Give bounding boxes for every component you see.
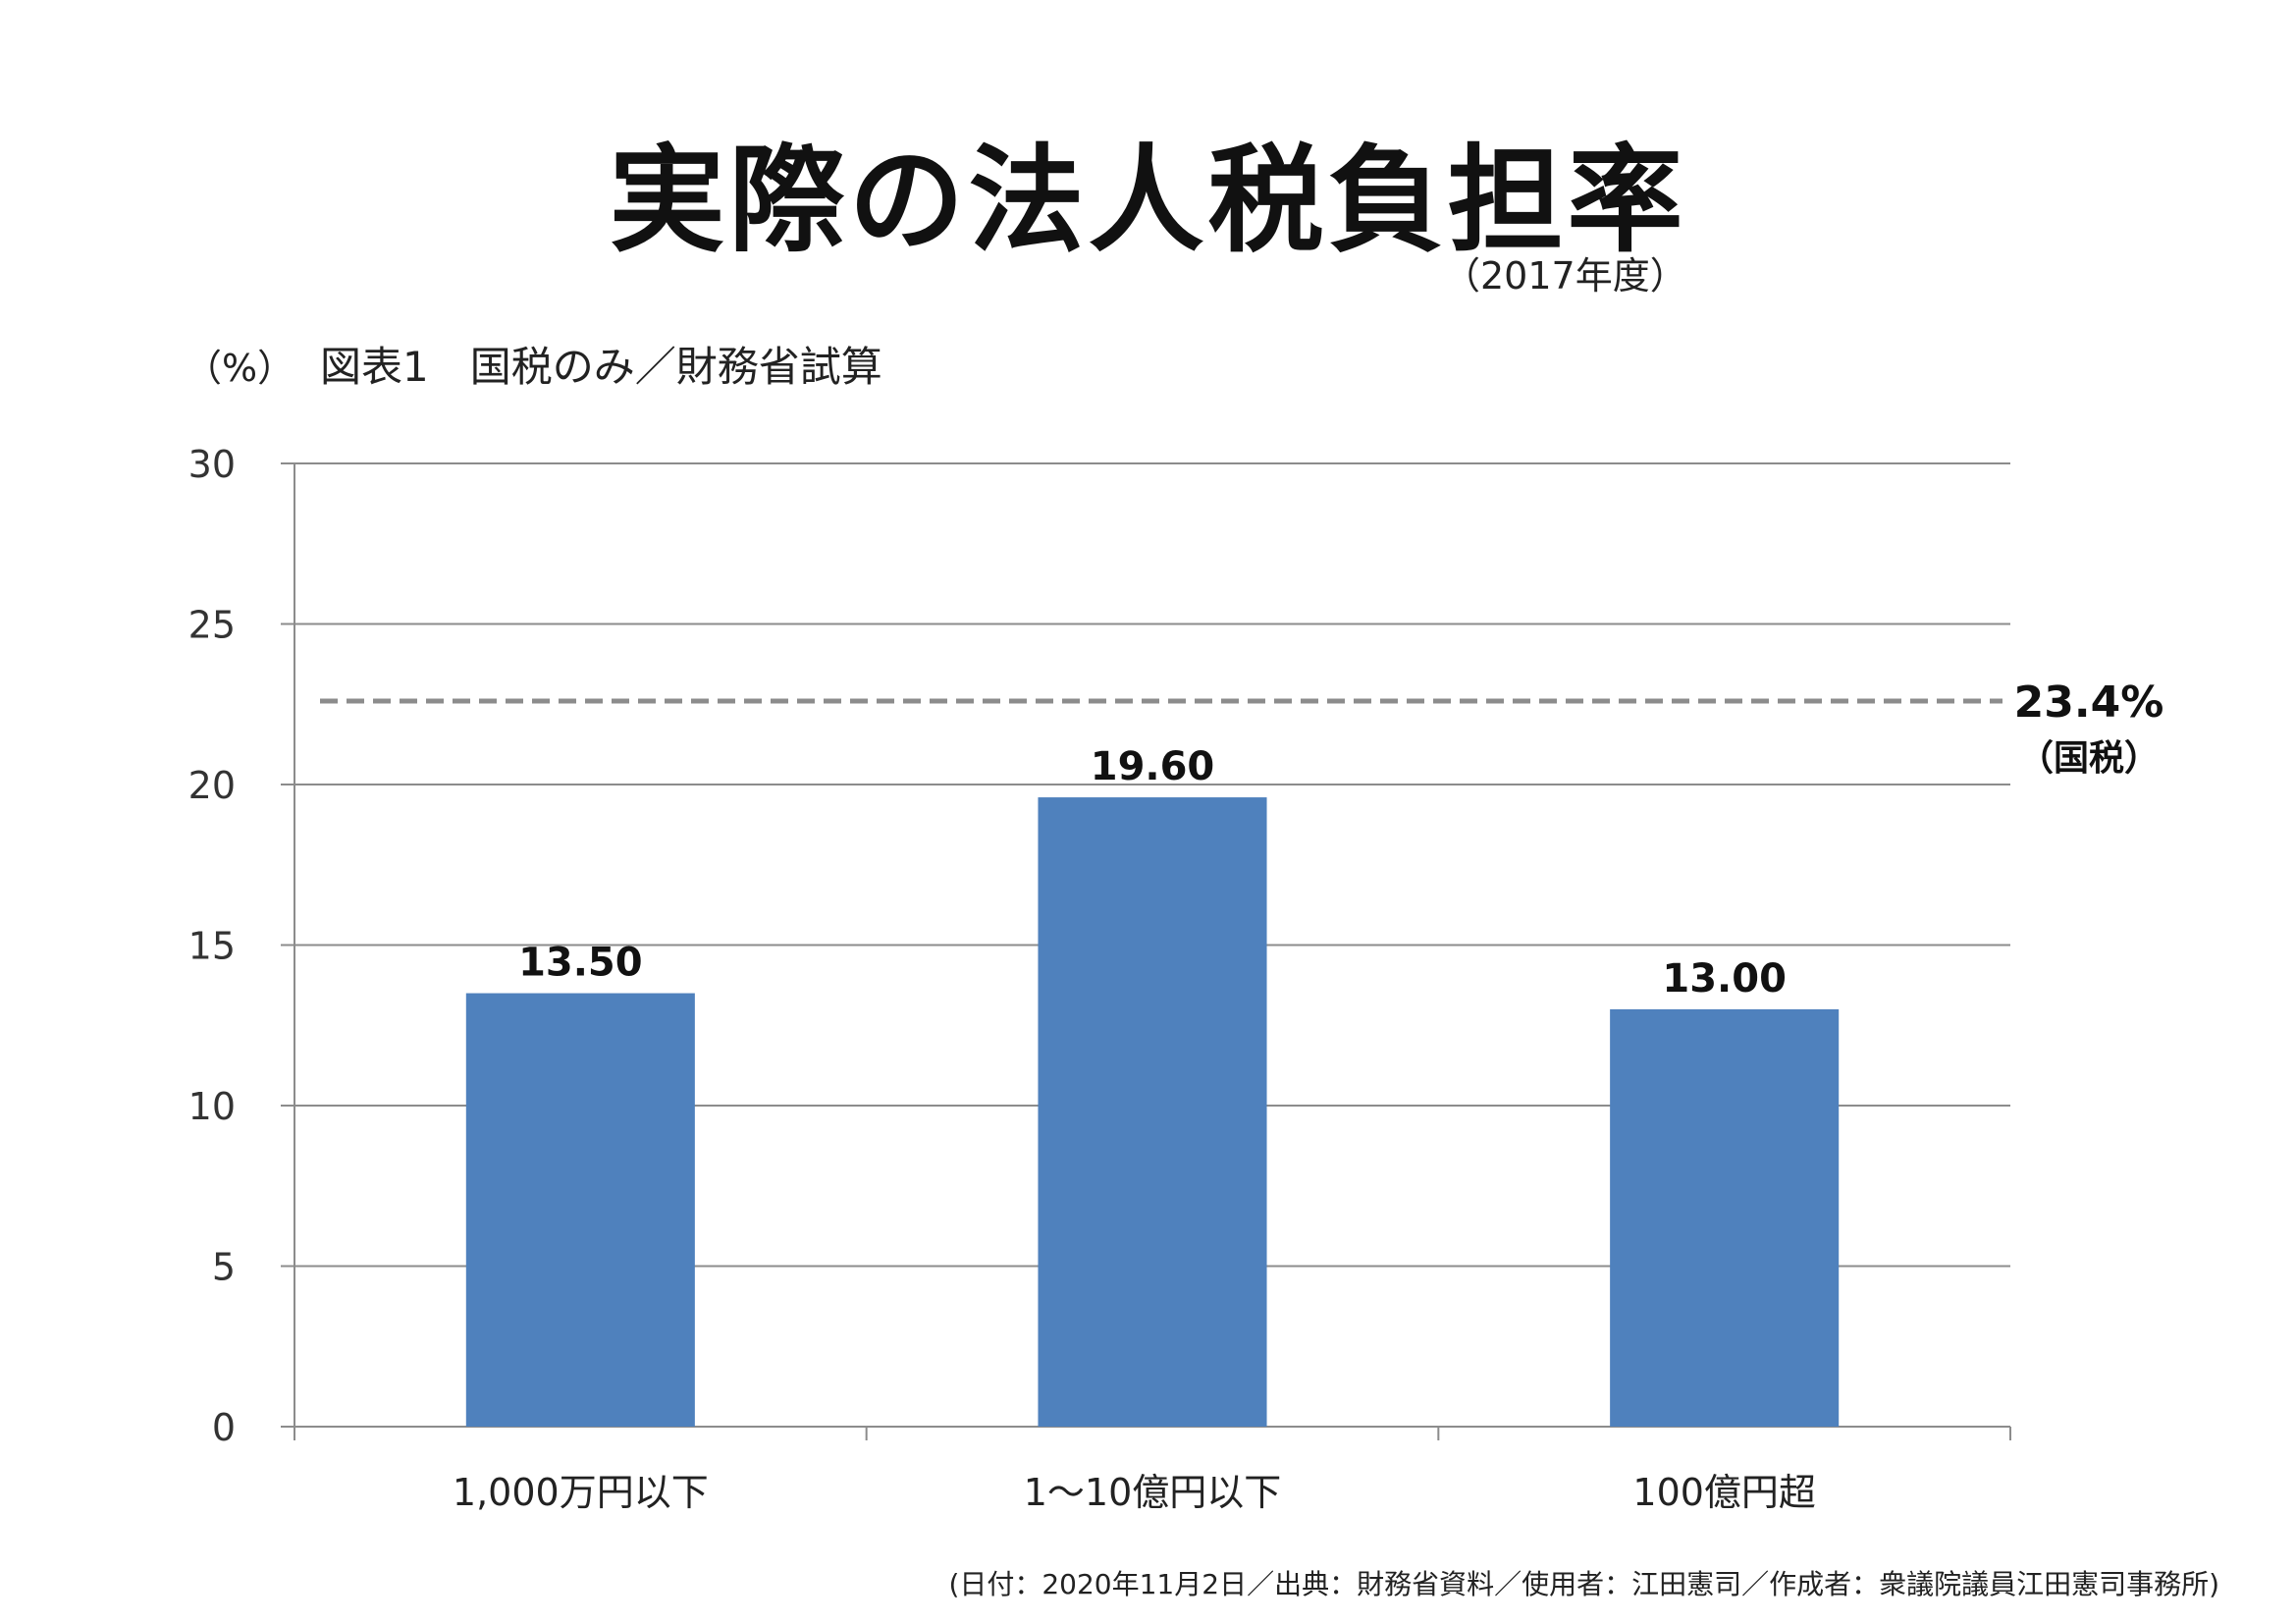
x-category-label: 1～10億円以下 [1024,1471,1282,1514]
y-tick-label: 5 [212,1246,236,1289]
x-category-label: 1,000万円以下 [453,1471,709,1514]
reference-line-sublabel: （国税） [2018,738,2160,779]
labels: 0 5 10 15 20 25 30 13.50 1,000万円以下 19.60 1～10億円以下 1… [188,443,1816,1514]
y-axis-unit-label: （%） [185,347,295,390]
y-tick-label: 0 [212,1406,236,1449]
y-tick-label: 30 [188,443,236,486]
bars [465,797,1840,1427]
reference-line-label: 23.4% [2014,677,2164,728]
y-tick-label: 20 [188,764,236,807]
chart-title: 実際の法人税負担率 [609,133,1687,268]
y-tick-label: 10 [188,1085,236,1128]
y-tick-label: 15 [188,925,236,968]
x-category-label: 100億円超 [1632,1471,1816,1514]
bar-value-label: 13.00 [1662,956,1787,1001]
bar-value-label: 19.60 [1091,744,1215,789]
bar [1610,1008,1840,1427]
bar-value-label: 13.50 [518,941,643,986]
figure-caption: 図表1 国税のみ／財務省試算 [320,343,882,391]
bar [1038,797,1267,1427]
chart-subtitle: （2017年度） [1443,254,1687,298]
bar [465,993,695,1427]
reference-line-group: 23.4% （国税） [320,677,2163,779]
footer-source-note: (日付：2020年11月2日／出典：財務省資料／使用者：江田憲司／作成者：衆議院… [948,1568,2219,1600]
y-tick-label: 25 [188,604,236,647]
